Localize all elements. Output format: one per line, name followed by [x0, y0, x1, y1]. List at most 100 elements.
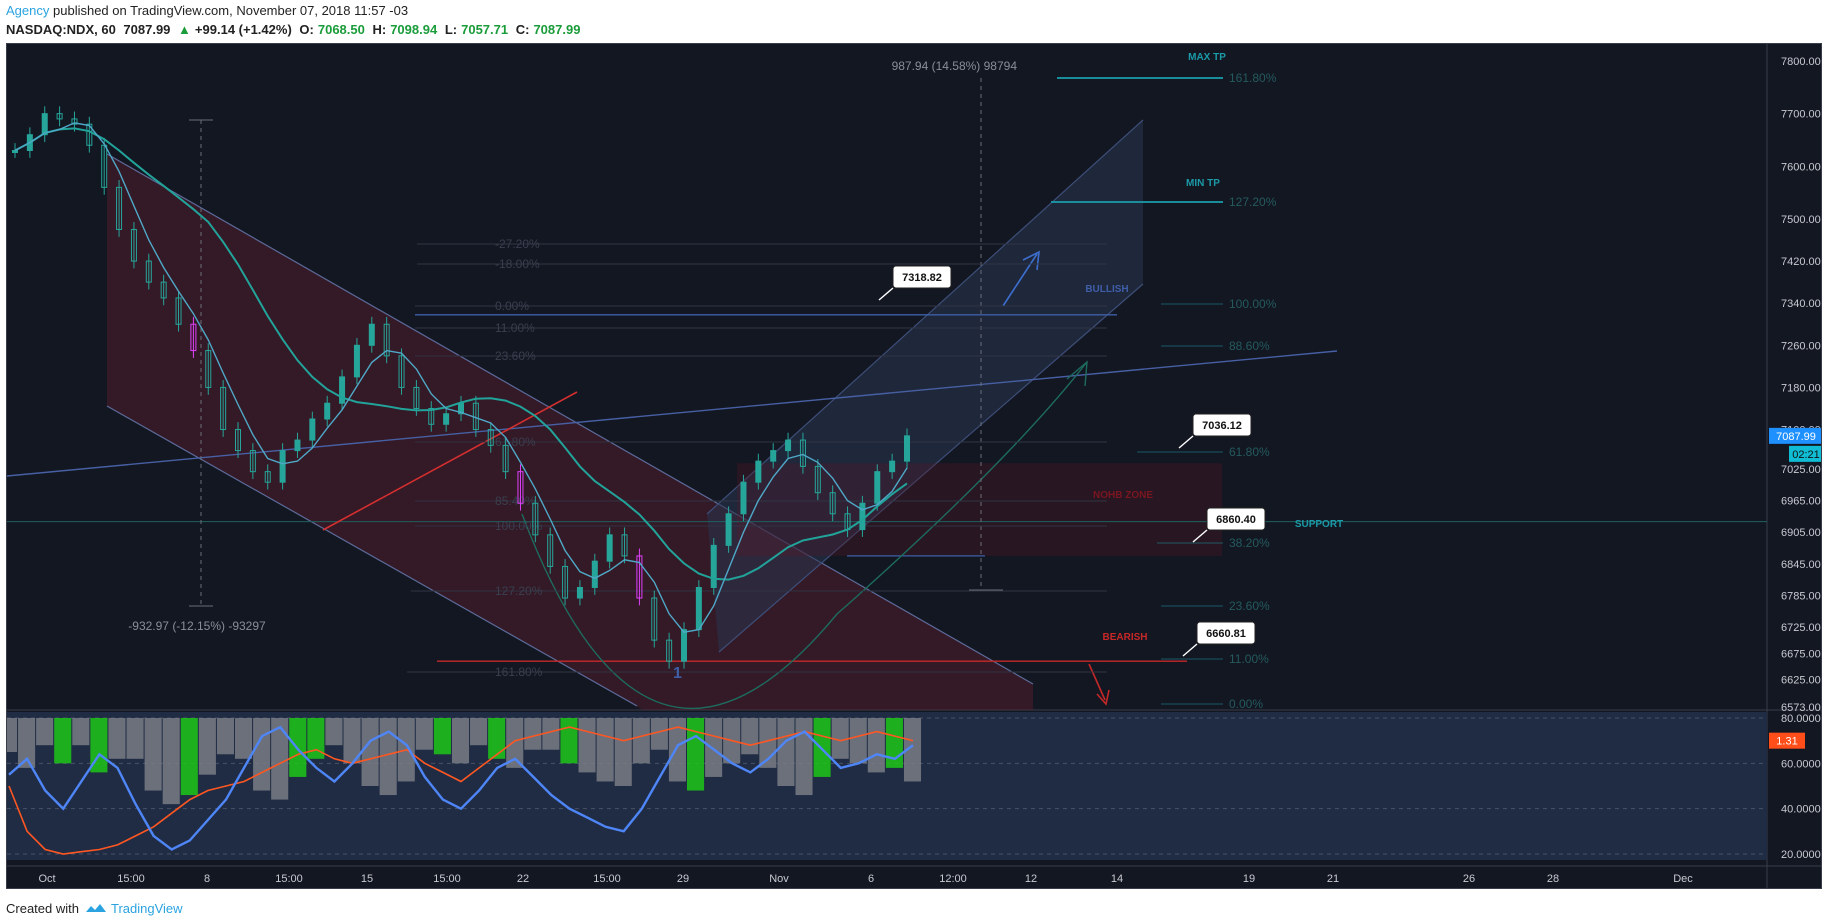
time-axis-tick-label: 21 — [1327, 873, 1339, 885]
fib-left-level-label: 85.40% — [495, 494, 536, 508]
fib-left-level-label: 127.20% — [495, 584, 543, 598]
channel-upper-line — [106, 153, 1034, 685]
oscillator-orange-line — [8, 726, 914, 855]
oscillator-histogram-bar — [108, 718, 126, 759]
trend-line — [7, 350, 1338, 477]
oscillator-histogram-bar — [379, 718, 397, 796]
time-axis-tick-label: 14 — [1111, 873, 1123, 885]
time-axis-tick-label: 12 — [1025, 873, 1037, 885]
price-axis-tick-label: 7260.00 — [1781, 340, 1821, 352]
oscillator-histogram-bar — [488, 718, 506, 759]
fib-right-level-label: 0.00% — [1229, 697, 1263, 711]
oscillator-histogram-bar — [578, 718, 596, 773]
countdown-badge — [1789, 445, 1821, 462]
time-axis-tick-label: 15:00 — [275, 873, 303, 885]
candle-body — [324, 402, 331, 420]
oscillator-blue-line — [8, 725, 914, 851]
time-axis-tick-label: 8 — [204, 873, 210, 885]
last-price-badge — [1769, 427, 1821, 444]
time-axis-tick-label: 28 — [1547, 873, 1559, 885]
candle-body — [814, 465, 821, 494]
oscillator-histogram-bar — [650, 718, 668, 750]
oscillator-histogram-bar — [885, 718, 903, 768]
tradingview-link[interactable]: TradingView — [85, 901, 183, 916]
candle-body — [666, 639, 673, 662]
price-axis-tick-label: 7180.00 — [1781, 382, 1821, 394]
oscillator-axis-tick-label: 40.0000 — [1781, 804, 1821, 816]
time-axis-tick-label: 15:00 — [117, 873, 145, 885]
candle-body — [695, 586, 702, 631]
fib-right-level-label: 88.60% — [1229, 339, 1270, 353]
oscillator-histogram-bar — [198, 718, 216, 775]
price-axis-tick-label: 6965.00 — [1781, 496, 1821, 508]
oscillator-histogram-bar — [126, 718, 144, 759]
oscillator-histogram-bar — [216, 718, 234, 755]
low-label: L: — [444, 22, 458, 37]
callout-pointer — [1178, 435, 1194, 449]
oscillator-histogram-bar — [632, 718, 650, 764]
oscillator-histogram-bar — [144, 718, 162, 791]
fib-left-level-label: 11.00% — [495, 321, 535, 335]
oscillator-histogram-bar — [325, 718, 343, 746]
chart-area[interactable]: 987.94 (14.58%) 98794 -932.97 (-12.15%) -… — [6, 43, 1822, 889]
candle-body — [621, 534, 628, 557]
arc-arrowhead — [1066, 360, 1088, 387]
candle-body — [413, 386, 420, 409]
callout-label: 6660.81 — [1206, 628, 1246, 640]
oscillator-histogram-bar — [470, 718, 488, 746]
change-value: +99.14 (+1.42%) — [194, 22, 292, 37]
candle-body — [175, 297, 182, 325]
oscillator-histogram-bar — [687, 718, 705, 791]
candle-body — [636, 555, 643, 599]
candle-body — [398, 355, 405, 388]
oscillator-histogram-bar — [867, 718, 885, 773]
candle-body — [41, 113, 48, 136]
oscillator-histogram-bar — [7, 718, 18, 752]
oscillator-axis-tick-label: 80.0000 — [1781, 713, 1821, 725]
chart-canvas[interactable]: 987.94 (14.58%) 98794 -932.97 (-12.15%) -… — [7, 44, 1822, 889]
author-link[interactable]: Agency — [6, 3, 50, 18]
candle-body — [547, 534, 554, 567]
price-axis-tick-label: 7025.00 — [1781, 464, 1821, 476]
bullish-arrow — [1002, 253, 1038, 307]
zone-label: NOHB ZONE — [1093, 490, 1153, 501]
bullish-channel-upper — [706, 119, 1144, 515]
price-axis-tick-label: 7500.00 — [1781, 214, 1821, 226]
oscillator-value-badge — [1769, 732, 1805, 749]
fib-left-level-label: 61.80% — [495, 435, 536, 449]
high-value: 7098.94 — [390, 22, 438, 37]
candle-body — [12, 150, 18, 154]
price-axis-tick-label: 7420.00 — [1781, 256, 1821, 268]
oscillator-histogram-bar — [668, 718, 686, 782]
oscillator-histogram-bar — [162, 718, 180, 805]
oscillator-histogram-bar — [361, 718, 379, 786]
channel-lower-line — [106, 405, 638, 707]
countdown-label: 02:21 — [1792, 449, 1820, 461]
candle-body — [785, 439, 792, 452]
fib-left-level-label: -18.00% — [495, 257, 540, 271]
candle-body — [502, 444, 509, 473]
oscillator-histogram-bar — [705, 718, 723, 777]
time-axis-tick-label: 6 — [868, 873, 874, 885]
candle-body — [889, 460, 896, 473]
callout-pointer — [878, 287, 894, 301]
oscillator-histogram-bar — [777, 718, 795, 786]
candle-body — [681, 629, 687, 662]
bearish-arrowhead — [1096, 689, 1110, 706]
callout-box — [1196, 621, 1256, 645]
oscillator-histogram-bar — [831, 718, 849, 759]
fib-right-level-label: 161.80% — [1229, 71, 1277, 85]
candle-body — [517, 471, 524, 504]
symbol-label[interactable]: NASDAQ:NDX, 60 — [6, 22, 116, 37]
measure-down-label: -932.97 (-12.15%) -93297 — [128, 619, 266, 633]
fib-left-level-label: 161.80% — [495, 665, 543, 679]
oscillator-histogram-bar — [451, 718, 470, 764]
candle-body — [220, 386, 227, 431]
created-with-text: Created with — [6, 900, 79, 916]
fib-left-level-label: 100.00% — [495, 519, 543, 533]
nohb-zone — [737, 463, 1222, 556]
price-axis-tick-label: 7340.00 — [1781, 298, 1821, 310]
fib-right-level-label: 38.20% — [1229, 536, 1270, 550]
fib-left-level-label: -27.20% — [495, 237, 540, 251]
oscillator-histogram-bar — [235, 718, 253, 759]
